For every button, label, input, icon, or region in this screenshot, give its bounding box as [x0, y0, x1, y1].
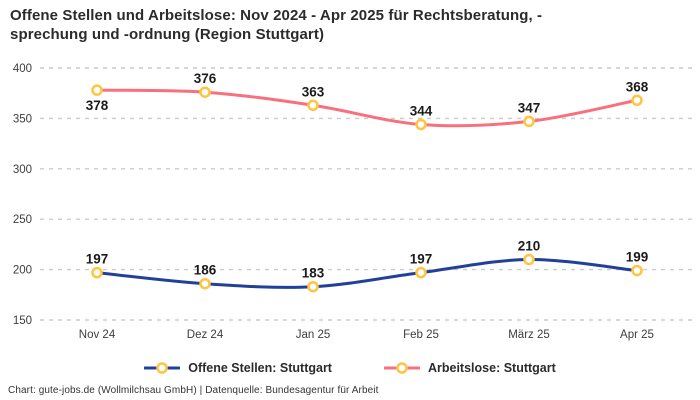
y-axis-tick-label: 150: [13, 315, 32, 327]
x-axis-tick-label: März 25: [508, 329, 550, 341]
data-point-label: 183: [302, 266, 325, 281]
data-point-marker: [415, 118, 427, 130]
x-axis-tick-label: Nov 24: [79, 329, 116, 341]
data-point-label: 363: [302, 84, 325, 99]
legend-label: Offene Stellen: Stuttgart: [188, 360, 332, 375]
data-point-marker: [199, 277, 211, 290]
x-axis-tick-label: Dez 24: [187, 329, 224, 341]
x-axis-tick-label: Jan 25: [296, 329, 331, 341]
data-point-label: 197: [410, 251, 433, 266]
data-point-marker: [523, 253, 535, 266]
chart-title: Offene Stellen und Arbeitslose: Nov 2024…: [10, 7, 543, 43]
y-axis-tick-label: 200: [13, 264, 32, 276]
chart-legend: Offene Stellen: Stuttgart Arbeitslose: St…: [0, 359, 700, 377]
source-note: Chart: gute-jobs.de (Wollmilchsau GmbH) …: [8, 385, 379, 396]
data-point-marker: [91, 266, 103, 279]
data-point-label: 376: [194, 71, 217, 86]
x-axis-tick-label: Feb 25: [403, 329, 439, 341]
legend-item-0[interactable]: Offene Stellen: Stuttgart: [144, 361, 332, 375]
data-point-label: 344: [410, 103, 433, 118]
data-point-marker: [631, 264, 643, 277]
y-axis-tick-label: 250: [13, 214, 32, 226]
data-point-marker: [415, 266, 427, 279]
data-point-marker: [631, 94, 643, 106]
data-point-label: 186: [194, 262, 217, 277]
y-axis-tick-label: 300: [13, 164, 32, 176]
series-line-1: [95, 88, 639, 128]
legend-item-1[interactable]: Arbeitslose: Stuttgart: [383, 360, 556, 375]
data-point-label: 347: [518, 100, 541, 115]
data-point-marker: [307, 280, 319, 293]
legend-swatch-icon: [383, 362, 420, 374]
data-point-label: 197: [86, 251, 109, 266]
data-point-label: 368: [626, 79, 649, 94]
data-point-marker: [307, 99, 319, 111]
data-point-marker: [199, 86, 211, 98]
data-point-marker: [91, 84, 103, 96]
data-point-label: 210: [518, 238, 541, 253]
legend-swatch-icon: [144, 362, 181, 374]
data-point-label: 199: [626, 249, 649, 264]
data-point-label: 378: [86, 98, 109, 113]
y-axis-tick-label: 350: [13, 113, 32, 125]
series-line-0: [95, 257, 639, 289]
chart-canvas: 400 350 300 250 200 150 Nov 24 Dez 24 Jan 25 Feb …: [13, 63, 692, 341]
y-axis-tick-label: 400: [13, 63, 32, 75]
x-axis-tick-label: Apr 25: [620, 329, 654, 341]
legend-label: Arbeitslose: Stuttgart: [427, 360, 556, 375]
data-point-marker: [523, 115, 535, 127]
